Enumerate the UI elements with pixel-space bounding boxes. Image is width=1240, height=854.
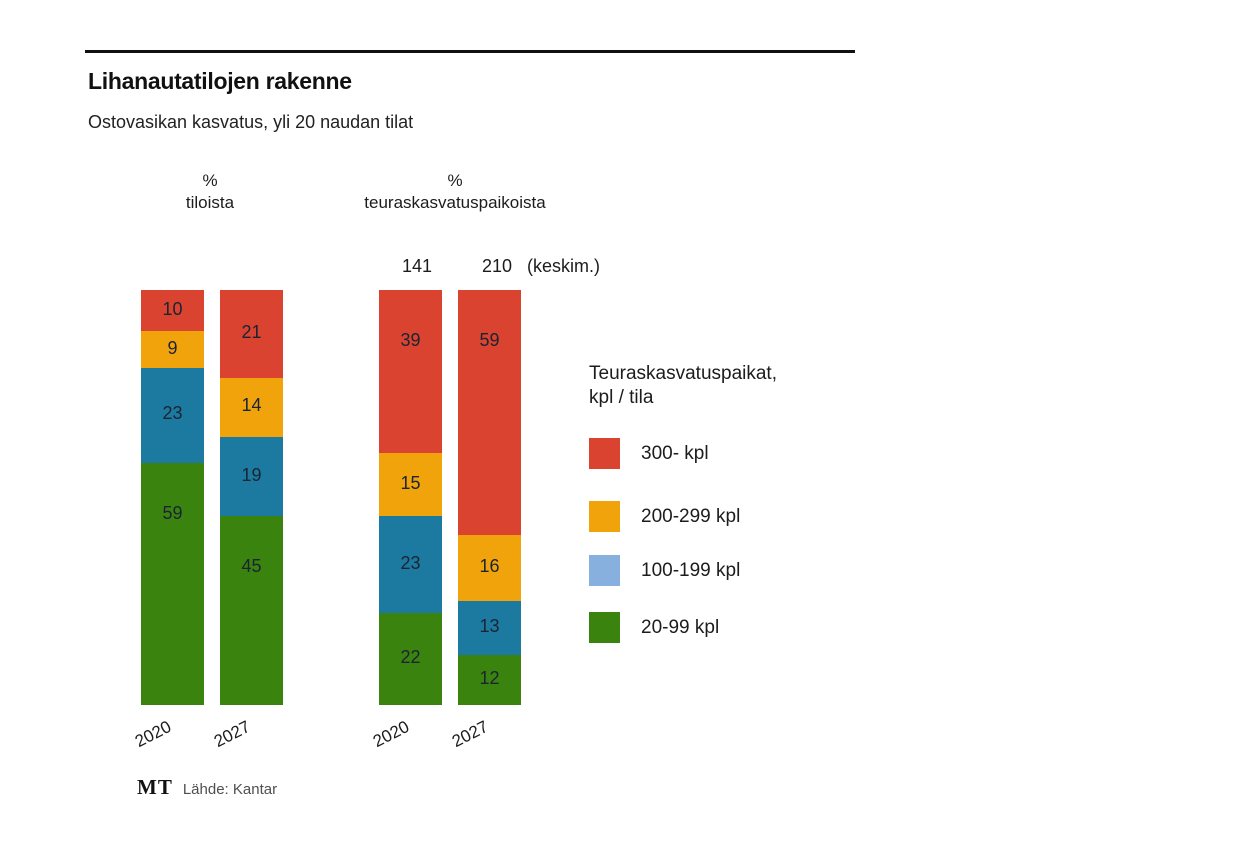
group1-unit: % [202,171,218,190]
bar-segment-200-299kpl: 9 [141,331,204,369]
legend-title-line2: kpl / tila [589,387,654,408]
segment-value-label: 59 [162,502,183,523]
segment-value-label: 23 [400,552,421,573]
legend-label: 20-99 kpl [641,616,720,638]
legend-label: 300- kpl [641,442,709,464]
legend-swatch-lightblue [589,555,620,586]
segment-value-label: 22 [400,646,421,667]
segment-value-label: 59 [479,330,500,350]
avg-value-2027: 210 [481,256,513,276]
bar-segment-200-299kpl: 15 [379,453,442,517]
segment-value-label: 39 [400,330,421,350]
stacked-bar-2020: 10 9 23 59 2020 [132,290,204,751]
legend-label: 100-199 kpl [641,559,741,581]
legend-label: 200-299 kpl [641,505,741,527]
legend-item-200-299-kpl: 200-299 kpl [589,501,889,532]
bar-group-tiloista: 10 9 23 59 2020 21 14 19 45 2027 [132,290,283,751]
group1-label: tiloista [185,193,235,212]
legend-title-line1: Teuraskasvatuspaikat, [589,363,777,384]
segment-value-label: 45 [241,556,262,577]
legend-swatch-orange [589,501,620,532]
legend-item-100-199-kpl: 100-199 kpl [589,555,889,586]
group2-label: teuraskasvatuspaikoista [364,193,546,212]
legend: Teuraskasvatuspaikat, kpl / tila 300- kp… [589,362,889,643]
bar-segment-20-99kpl: 22 [379,612,442,705]
segment-value-label: 19 [241,464,262,485]
segment-value-label: 9 [167,337,178,358]
bar-segment-100-199kpl: 19 [220,436,283,517]
segment-value-label: 14 [241,395,262,416]
segment-value-label: 10 [162,298,183,319]
stacked-bar-2027: 21 14 19 45 2027 [211,290,283,751]
bar-segment-200-299kpl: 16 [458,534,521,602]
legend-item-20-99-kpl: 20-99 kpl [589,612,889,643]
avg-value-2020: 141 [401,256,433,276]
segment-value-label: 15 [400,472,421,493]
bar-segment-100-199kpl: 13 [458,601,521,656]
segment-value-label: 23 [162,403,183,424]
source-text: Lähde: Kantar [182,781,278,798]
x-axis-label-2027: 2027 [448,717,492,752]
bar-segment-300-kpl: 39 [379,290,442,454]
bar-segment-200-299kpl: 14 [220,378,283,437]
legend-swatch-red [589,438,620,469]
stacked-bar-2027: 59 16 13 12 2027 [449,290,521,751]
x-axis-label-2027: 2027 [210,717,254,752]
bar-segment-20-99kpl: 59 [141,462,204,705]
stacked-bar-2020: 39 15 23 22 2020 [370,290,442,751]
group-header-tiloista: % tiloista [110,170,310,214]
segment-value-label: 13 [479,616,500,637]
bar-segment-100-199kpl: 23 [141,368,204,463]
segment-value-label: 16 [479,556,500,577]
legend-title: Teuraskasvatuspaikat, kpl / tila [589,362,889,410]
source-line: MT Lähde: Kantar [137,775,277,800]
mt-logo: MT [137,775,173,799]
legend-item-300-kpl: 300- kpl [589,438,889,469]
x-axis-label-2020: 2020 [369,717,413,752]
bar-segment-20-99kpl: 45 [220,516,283,705]
group2-unit: % [447,171,463,190]
bar-segment-300-kpl: 21 [220,290,283,379]
avg-suffix: (keskim.) [527,256,600,276]
chart-title: Lihanautatilojen rakenne [88,68,352,94]
bar-segment-300-kpl: 10 [141,290,204,332]
top-rule [85,50,855,53]
bar-segment-100-199kpl: 23 [379,516,442,613]
x-axis-label-2020: 2020 [131,717,175,752]
chart-subtitle: Ostovasikan kasvatus, yli 20 naudan tila… [88,112,414,132]
segment-value-label: 21 [241,322,262,342]
bar-group-teuraskasvatuspaikoista: 39 15 23 22 2020 59 16 13 12 2027 [370,290,521,751]
legend-swatch-green [589,612,620,643]
bar-segment-300-kpl: 59 [458,290,521,535]
bar-segment-20-99kpl: 12 [458,655,521,705]
group-header-teuraskasvatuspaikoista: % teuraskasvatuspaikoista [330,170,580,214]
segment-value-label: 12 [479,668,500,689]
